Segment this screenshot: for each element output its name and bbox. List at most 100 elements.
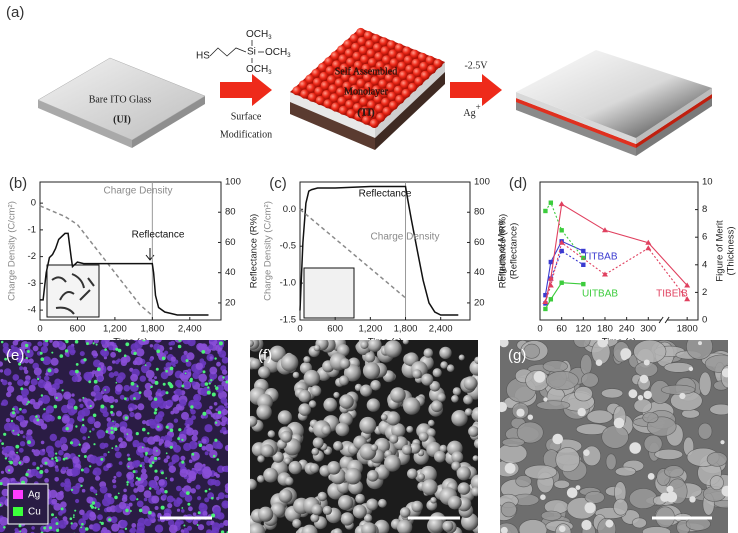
series-label: UITBAB: [582, 289, 618, 300]
particle: [168, 524, 178, 533]
particle: [165, 362, 172, 368]
particle: [390, 387, 406, 403]
particle: [470, 474, 478, 491]
particle: [37, 379, 47, 389]
point-marker: [558, 201, 565, 207]
particle: [110, 341, 115, 347]
particle: [313, 344, 321, 352]
sphere: [391, 67, 401, 77]
particle: [107, 493, 112, 498]
particle: [31, 526, 35, 530]
particle: [92, 523, 101, 532]
grain: [527, 414, 533, 420]
particle: [14, 455, 20, 461]
particle: [132, 360, 138, 366]
series-line: [544, 241, 688, 303]
sphere: [354, 112, 364, 122]
y-tick-label: -1.0: [280, 278, 296, 289]
particle: [55, 452, 58, 455]
particle: [303, 369, 320, 387]
particle: [204, 382, 209, 386]
particle: [17, 347, 26, 355]
sphere: [394, 43, 404, 53]
voltage-label: -2.5V: [464, 60, 488, 71]
particle: [130, 527, 136, 533]
particle: [250, 523, 266, 533]
particle: [113, 371, 119, 377]
particle: [185, 427, 194, 436]
particle: [332, 528, 343, 533]
particle: [79, 426, 88, 434]
particle: [217, 410, 222, 415]
particle: [180, 455, 186, 461]
particle: [472, 455, 478, 462]
silver-side: [516, 92, 636, 144]
y-tick-label: -0.5: [280, 241, 296, 252]
sphere: [366, 48, 376, 59]
particle: [384, 454, 401, 472]
particle: [133, 340, 138, 342]
particle: [74, 340, 79, 344]
particle: [144, 518, 152, 527]
particle: [119, 394, 125, 400]
particle: [135, 432, 139, 436]
particle: [182, 529, 190, 533]
y2-tick-label: 20: [225, 297, 236, 308]
y2-tick-label: 10: [702, 177, 713, 188]
particle: [25, 356, 28, 360]
particle: [89, 430, 92, 433]
particle: [217, 492, 225, 500]
red-layer: [636, 94, 712, 148]
panel-label: (g): [508, 347, 526, 364]
ion-label: Ag: [463, 108, 475, 119]
particle: [44, 478, 49, 483]
particle: [25, 343, 29, 348]
particle: [134, 480, 141, 486]
grain: [575, 485, 581, 490]
axis-title: Figure of Merit: [715, 220, 726, 282]
x-tick-label: 1,200: [103, 324, 127, 335]
particle: [44, 340, 49, 343]
particle: [176, 383, 182, 388]
particle: [181, 411, 189, 420]
sphere: [397, 61, 407, 71]
sphere: [411, 58, 421, 68]
particle: [87, 436, 90, 438]
particle: [191, 452, 195, 456]
molecule-text: 3: [268, 70, 272, 76]
particle: [209, 411, 213, 415]
particle: [197, 496, 202, 501]
grain: [601, 425, 629, 449]
particle: [55, 491, 64, 501]
y-tick-label: 0.0: [283, 204, 296, 215]
particle: [333, 441, 343, 451]
particle: [44, 342, 49, 347]
particle: [340, 512, 354, 526]
particle: [362, 362, 381, 380]
particle: [267, 430, 276, 438]
particle: [78, 476, 85, 483]
particle: [150, 385, 153, 389]
sam-code: (TI): [357, 107, 374, 118]
particle: [51, 457, 54, 460]
particle: [178, 428, 182, 432]
particle: [474, 356, 478, 364]
sphere: [379, 37, 389, 47]
particle: [145, 369, 155, 379]
particle: [198, 443, 203, 448]
panel-label: (a): [6, 4, 24, 21]
particle: [309, 463, 320, 474]
particle: [123, 434, 128, 439]
particle: [134, 460, 141, 467]
particle: [193, 395, 199, 401]
particle: [308, 400, 317, 408]
y2-tick-label: 20: [474, 297, 485, 308]
particle: [55, 459, 59, 462]
sphere: [405, 64, 415, 74]
particle: [1, 379, 8, 386]
particle: [327, 461, 341, 475]
particle: [177, 437, 181, 441]
plot-frame: [299, 181, 471, 321]
particle: [97, 508, 100, 511]
particle: [104, 389, 107, 391]
